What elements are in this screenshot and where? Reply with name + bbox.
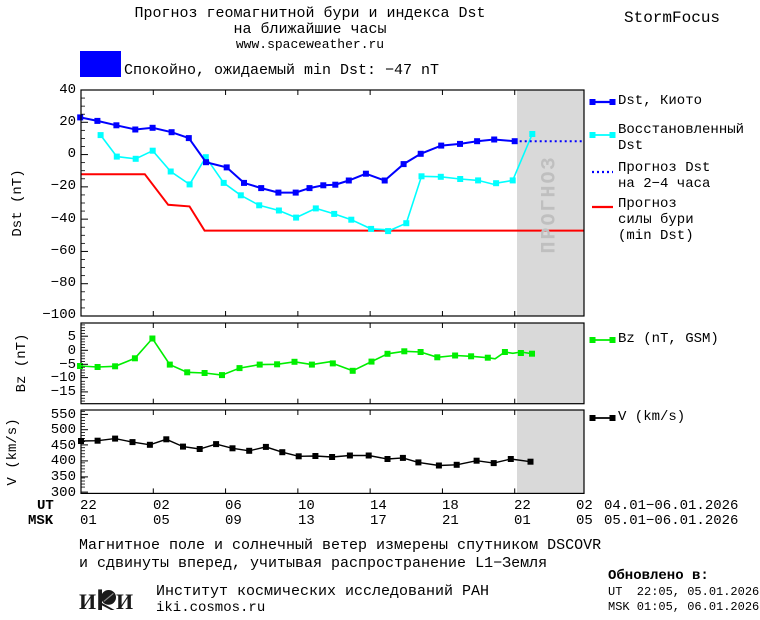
svg-text:И: И	[79, 589, 96, 614]
svg-text:И: И	[116, 589, 133, 614]
